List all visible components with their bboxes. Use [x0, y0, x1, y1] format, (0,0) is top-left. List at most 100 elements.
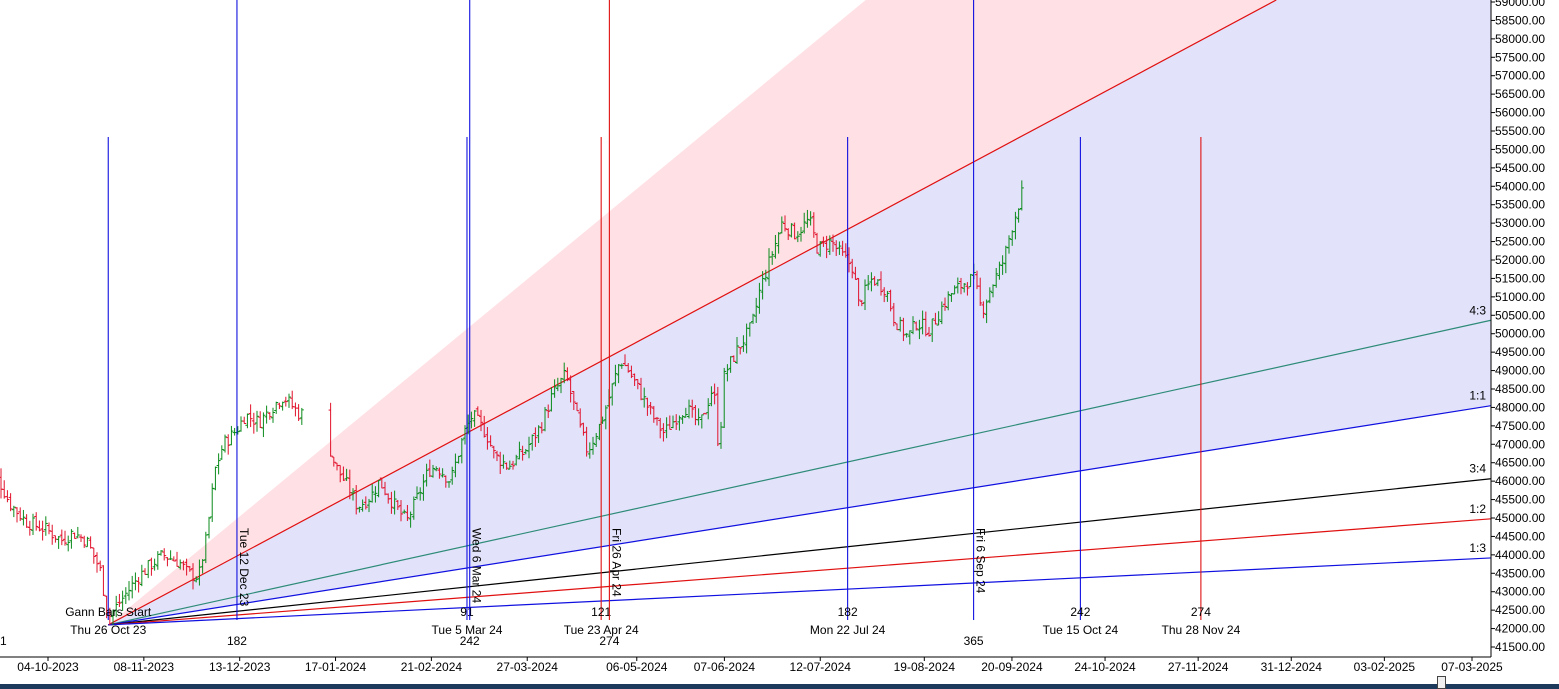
price-bar: [501, 454, 506, 469]
price-bar: [603, 405, 608, 430]
price-bar: [667, 415, 672, 430]
price-bar: [171, 556, 176, 562]
price-bar: [459, 437, 464, 464]
price-bar: [821, 236, 826, 247]
price-bar: [786, 228, 791, 240]
price-bar: [37, 520, 42, 532]
price-bar: [859, 300, 864, 307]
y-tick-label: 49500.00: [1495, 345, 1545, 359]
gann-angle-label: 1:2: [1469, 502, 1486, 516]
price-bar: [773, 234, 778, 259]
price-bar: [754, 297, 759, 323]
time-marker-date-vertical: Tue 12 Dec 23: [237, 528, 251, 607]
price-bar: [507, 460, 512, 470]
x-tick-label: 27-03-2024: [497, 660, 559, 674]
y-tick-label: 54500.00: [1495, 161, 1545, 175]
price-bar: [283, 396, 288, 407]
blue-shaded-zone: [108, 0, 1492, 625]
price-bar: [959, 277, 964, 295]
price-bar: [261, 412, 266, 438]
price-bar: [47, 522, 52, 535]
price-bar: [661, 423, 666, 442]
price-bar: [805, 209, 810, 228]
price-bar: [917, 319, 922, 340]
price-bar: [1007, 235, 1012, 254]
price-bar: [591, 436, 596, 455]
price-bar: [296, 404, 301, 421]
x-tick-label: 21-02-2024: [401, 660, 463, 674]
y-tick-label: 45000.00: [1495, 511, 1545, 525]
corner-count-label: 1: [0, 634, 7, 648]
price-bar: [216, 453, 221, 475]
price-bar: [795, 231, 800, 243]
price-bar: [133, 572, 138, 591]
price-bar: [31, 513, 36, 535]
price-bar: [24, 514, 29, 528]
price-bar: [274, 401, 279, 414]
price-bar: [901, 317, 906, 342]
price-bar: [408, 511, 413, 528]
price-bar: [91, 547, 96, 564]
price-bar: [191, 563, 196, 590]
price-bar: [357, 506, 362, 513]
price-bar: [517, 441, 522, 460]
price-bar: [251, 412, 256, 434]
price-bar: [207, 516, 212, 539]
y-tick-label: 56500.00: [1495, 87, 1545, 101]
price-bar: [808, 211, 813, 226]
price-bar: [168, 550, 173, 560]
price-bar: [568, 375, 573, 403]
price-bar: [811, 212, 816, 238]
price-bar: [792, 222, 797, 240]
price-bar: [709, 386, 714, 407]
price-bar: [629, 365, 634, 379]
price-bar: [271, 407, 276, 423]
price-bar: [527, 436, 532, 459]
price-bar: [72, 532, 77, 539]
horizontal-scrollbar[interactable]: [0, 684, 1559, 689]
price-bar: [475, 406, 480, 416]
price-bar: [827, 235, 832, 255]
time-marker-count: 274: [599, 634, 619, 648]
price-bar: [229, 425, 234, 446]
gann-angle-label: 3:4: [1469, 462, 1486, 476]
x-tick-label: 03-02-2025: [1354, 660, 1416, 674]
time-marker-date-vertical: Tue 12 Sep 23: [0, 528, 2, 607]
price-bar: [725, 364, 730, 382]
price-bar: [888, 289, 893, 312]
price-bar: [677, 415, 682, 431]
price-bar: [802, 212, 807, 234]
price-bar: [434, 466, 439, 472]
price-bar: [936, 311, 941, 326]
price-bar: [341, 466, 346, 481]
price-bar: [79, 534, 84, 543]
y-tick-label: 53500.00: [1495, 198, 1545, 212]
y-tick-label: 47500.00: [1495, 419, 1545, 433]
gann-line-1-1: [108, 405, 1492, 626]
price-bar: [571, 391, 576, 411]
price-bar: [770, 251, 775, 265]
price-bar: [293, 402, 298, 417]
price-bar: [882, 287, 887, 303]
price-bar: [143, 568, 148, 575]
price-bar: [879, 271, 884, 296]
price-bar: [373, 486, 378, 503]
price-bar: [776, 232, 781, 254]
price-bar: [351, 488, 356, 501]
price-bar: [546, 404, 551, 419]
price-bar: [354, 485, 359, 515]
y-tick-label: 52000.00: [1495, 253, 1545, 267]
price-bar: [187, 566, 192, 572]
price-bar: [437, 467, 442, 479]
price-bar: [648, 401, 653, 415]
price-bar: [226, 434, 231, 455]
price-bar: [280, 401, 285, 411]
scrollbar-thumb[interactable]: [1437, 676, 1446, 689]
price-bar: [370, 484, 375, 503]
price-bar: [741, 335, 746, 352]
price-bar: [331, 456, 336, 467]
price-bar: [440, 468, 445, 478]
x-tick-label: 07-06-2024: [694, 660, 756, 674]
y-tick-label: 44500.00: [1495, 529, 1545, 543]
price-bar: [120, 590, 125, 611]
